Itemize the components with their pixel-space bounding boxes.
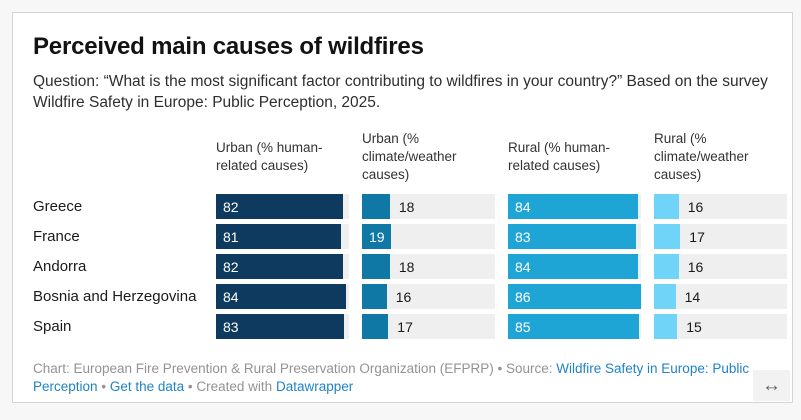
separator: •: [187, 378, 193, 394]
bar-value-label: 83: [515, 228, 531, 245]
country-label: Spain: [33, 318, 72, 336]
bar: 84: [216, 284, 346, 310]
bar-track: 18: [362, 194, 495, 220]
footer: Chart: European Fire Prevention & Rural …: [33, 360, 770, 396]
column-header-row: Urban (% human-related causes) Urban (% …: [33, 126, 772, 188]
bar-value-label: 18: [398, 198, 415, 215]
bar: [654, 284, 676, 310]
bar: [654, 314, 678, 340]
bar-value-label: 84: [515, 198, 531, 215]
bar-value-label: 16: [687, 198, 704, 215]
bar: [654, 224, 681, 250]
bar-track: 81: [216, 224, 349, 250]
bar: 84: [508, 254, 638, 280]
bar-value-label: 84: [515, 258, 531, 275]
bar-track: 82: [216, 254, 349, 280]
chart-title: Perceived main causes of wildfires: [33, 33, 424, 60]
source-link[interactable]: Wildfire Safety in Europe: Public Percep…: [33, 360, 750, 394]
bar: 86: [508, 284, 641, 310]
bar-value-label: 83: [223, 318, 239, 335]
created-with-label: Created with: [196, 378, 273, 394]
bar-value-label: 19: [369, 228, 385, 245]
column-header-urban-human: Urban (% human-related causes): [216, 140, 323, 173]
bar-track: 84: [216, 284, 349, 310]
bar: 83: [508, 224, 637, 250]
bar-track: 84: [508, 254, 641, 280]
country-label: Greece: [33, 198, 83, 216]
country-label: France: [33, 228, 80, 246]
country-label: Andorra: [33, 258, 87, 276]
bar-value-label: 82: [223, 198, 239, 215]
bar-table-rows: Greece 82 18 84 16 France 81 19 83 17 Andorra 82 18 8…: [33, 192, 787, 342]
bar-track: 17: [362, 314, 495, 340]
bar-track: 17: [654, 224, 787, 250]
column-header-urban-climate: Urban (% climate/weather causes): [362, 131, 457, 182]
get-data-link[interactable]: Get the data: [109, 378, 185, 394]
chart-credit: Chart: European Fire Prevention & Rural …: [33, 360, 494, 376]
bar-value-label: 16: [395, 288, 412, 305]
table-row: Andorra 82 18 84 16: [33, 252, 787, 282]
bar-track: 86: [508, 284, 641, 310]
bar-track: 85: [508, 314, 641, 340]
bar-value-label: 81: [223, 228, 239, 245]
bar-value-label: 14: [684, 288, 701, 305]
bar-value-label: 86: [515, 288, 531, 305]
bar-track: 83: [216, 314, 349, 340]
resize-arrows-icon: ↔: [762, 374, 781, 396]
bar: 19: [362, 224, 392, 250]
bar: [362, 314, 389, 340]
bar-track: 14: [654, 284, 787, 310]
bar-value-label: 15: [686, 318, 702, 335]
bar-value-label: 18: [398, 258, 415, 275]
bar-value-label: 82: [223, 258, 239, 275]
bar-track: 16: [654, 194, 787, 220]
bar-track: 15: [654, 314, 787, 340]
bar: [362, 254, 390, 280]
bar-track: 19: [362, 224, 495, 250]
bar: [654, 194, 679, 220]
bar: 84: [508, 194, 638, 220]
separator: •: [101, 378, 107, 394]
table-row: Bosnia and Herzegovina 84 16 86 14: [33, 282, 787, 312]
source-label: Source:: [505, 360, 553, 376]
resize-handle[interactable]: ↔: [753, 370, 790, 401]
bar-track: 16: [654, 254, 787, 280]
table-row: France 81 19 83 17: [33, 222, 787, 252]
column-header-rural-climate: Rural (% climate/weather causes): [654, 131, 749, 182]
table-row: Spain 83 17 85 15: [33, 312, 787, 342]
bar: 83: [216, 314, 345, 340]
bar: [362, 194, 390, 220]
chart-card: Perceived main causes of wildfires Quest…: [12, 12, 793, 403]
country-label: Bosnia and Herzegovina: [33, 288, 197, 306]
bar-value-label: 17: [689, 228, 705, 245]
bar: 81: [216, 224, 342, 250]
column-header-rural-human: Rural (% human-related causes): [508, 140, 611, 173]
chart-subtitle: Question: “What is the most significant …: [33, 73, 768, 112]
bar-track: 84: [508, 194, 641, 220]
bar-value-label: 17: [397, 318, 413, 335]
datawrapper-link[interactable]: Datawrapper: [275, 378, 354, 394]
bar: [654, 254, 679, 280]
bar: [362, 284, 387, 310]
bar: 82: [216, 194, 343, 220]
bar-track: 82: [216, 194, 349, 220]
bar: 85: [508, 314, 640, 340]
bar-track: 83: [508, 224, 641, 250]
bar-value-label: 85: [515, 318, 531, 335]
separator: •: [497, 360, 503, 376]
bar-track: 16: [362, 284, 495, 310]
bar-value-label: 84: [223, 288, 239, 305]
table-row: Greece 82 18 84 16: [33, 192, 787, 222]
bar-track: 18: [362, 254, 495, 280]
bar: 82: [216, 254, 343, 280]
bar-value-label: 16: [687, 258, 704, 275]
